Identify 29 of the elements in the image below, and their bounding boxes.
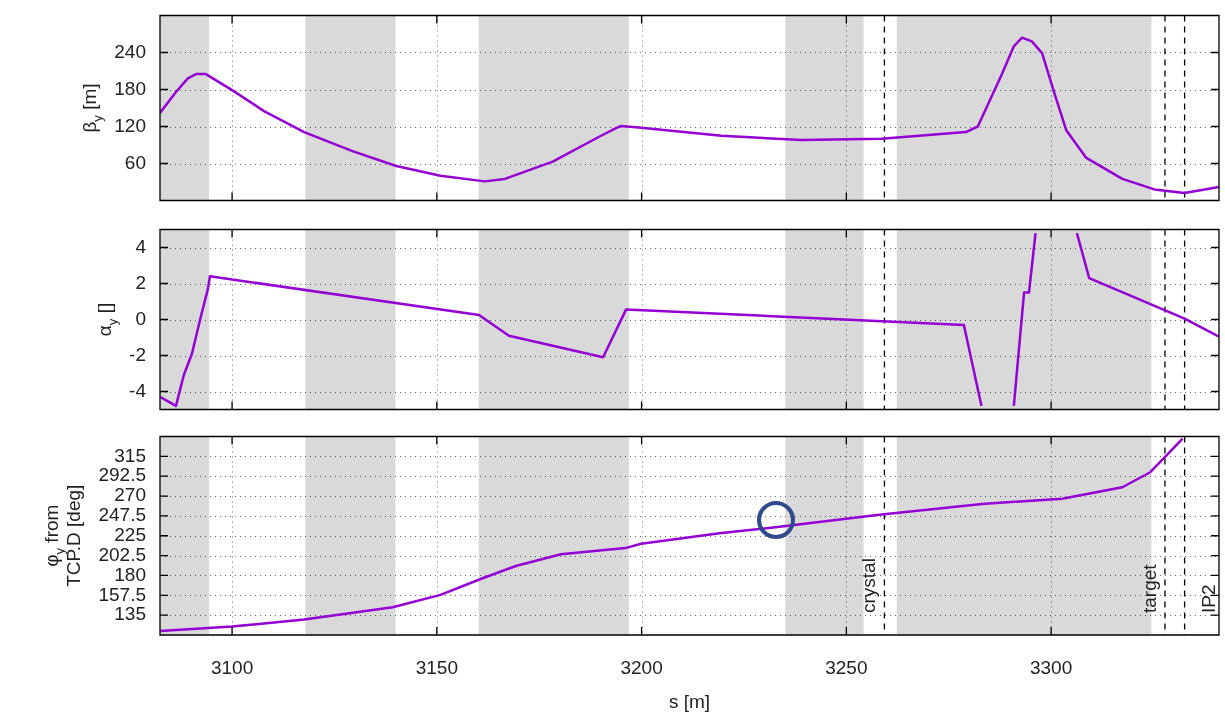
y-tick-label: 180 [114, 563, 146, 585]
y-tick-label: 135 [114, 603, 146, 625]
y-tick-label: 247.5 [98, 504, 146, 526]
y-tick-label: 60 [124, 151, 146, 173]
x-tick-label: 3300 [1029, 656, 1073, 678]
x-tick-label: 3250 [825, 656, 868, 678]
y-tick-label: 2 [135, 271, 146, 293]
y-axis-title: βy [m] [79, 83, 105, 133]
x-tick-label: 3200 [620, 656, 663, 678]
y-tick-label: 225 [114, 523, 146, 545]
y-axis-title: αy [] [94, 302, 120, 337]
y-tick-label: -2 [129, 343, 146, 365]
y-tick-label: 270 [114, 484, 146, 506]
y-tick-label: 4 [135, 235, 147, 257]
y-tick-label: -4 [129, 379, 147, 401]
y-tick-label: 120 [114, 114, 146, 136]
ref-line-label: crystal [858, 558, 880, 613]
x-tick-label: 3150 [415, 656, 458, 678]
y-tick-label: 180 [114, 77, 146, 99]
ref-line-label: target [1138, 563, 1160, 613]
x-tick-label: 3100 [210, 656, 254, 678]
y-tick-label: 315 [114, 444, 146, 466]
x-axis-title: s [m] [668, 691, 711, 712]
ref-line-label: IP2 [1197, 584, 1219, 613]
y-tick-label: 157.5 [98, 583, 146, 605]
y-tick-label: 0 [135, 307, 146, 329]
y-tick-label: 240 [114, 40, 146, 62]
y-tick-label: 202.5 [98, 543, 146, 565]
y-tick-label: 292.5 [98, 464, 146, 486]
